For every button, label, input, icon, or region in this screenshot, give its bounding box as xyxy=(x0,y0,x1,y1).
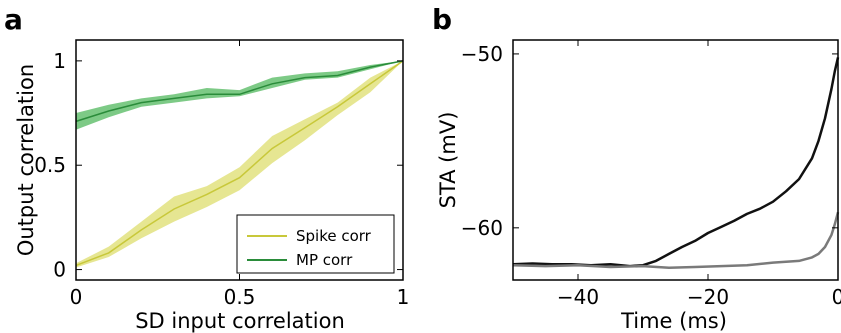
panel-a-ticks: 0 0.5 1 0 0.5 1 xyxy=(34,40,409,309)
legend-label-spike: Spike corr xyxy=(296,227,372,245)
panel-b-ticks: −40 −20 0 −60 −50 xyxy=(461,40,841,309)
panel-a-ytick-label: 0.5 xyxy=(34,153,66,177)
panel-a-plot-area xyxy=(75,60,404,268)
legend-box xyxy=(236,214,395,274)
panel-b-ytick-label: −50 xyxy=(461,42,503,66)
legend-label-mp: MP corr xyxy=(296,251,353,269)
panel-b-chart: −40 −20 0 −60 −50 Time (ms) STA (mV) xyxy=(436,39,841,333)
panel-b-xtick-label: 0 xyxy=(832,285,841,309)
panel-b-label: b xyxy=(432,3,452,36)
panel-b-plot-area xyxy=(512,57,840,270)
panel-a-xtick-label: 0.5 xyxy=(224,285,256,309)
panel-a-chart: 0 0.5 1 0 0.5 1 SD input correlation Output c… xyxy=(14,39,409,333)
panel-a-ylabel: Output correlation xyxy=(14,64,38,256)
panel-a-ytick-label: 0 xyxy=(53,258,66,282)
panel-a-xtick-label: 0 xyxy=(70,285,83,309)
panel-b-xtick-label: −20 xyxy=(687,285,729,309)
series-spike-line xyxy=(75,60,404,267)
panel-a-label: a xyxy=(4,3,23,36)
panel-b-frame xyxy=(512,39,839,281)
series-spike-band xyxy=(76,60,403,268)
panel-a-xtick-label: 1 xyxy=(397,285,410,309)
panel-b-xtick-label: −40 xyxy=(557,285,599,309)
panel-b-ylabel: STA (mV) xyxy=(436,112,460,209)
series-mp-band xyxy=(76,60,403,130)
panel-a-legend: Spike corr MP corr xyxy=(236,214,395,274)
series-sta-dark-line xyxy=(512,57,840,268)
panel-a-ytick-label: 1 xyxy=(53,49,66,73)
panel-a-xlabel: SD input correlation xyxy=(135,309,345,333)
panel-b-xlabel: Time (ms) xyxy=(620,309,727,333)
series-mp-line xyxy=(75,60,404,123)
panel-b-ytick-label: −60 xyxy=(461,216,503,240)
series-sta-gray-line xyxy=(512,211,840,270)
